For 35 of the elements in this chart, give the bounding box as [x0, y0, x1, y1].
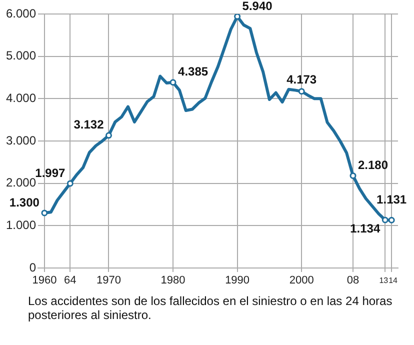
x-tick-label: 1980 — [160, 274, 186, 287]
y-tick-label: 2.000 — [6, 176, 36, 190]
data-label: 1.131 — [376, 192, 407, 206]
data-label: 1.134 — [350, 221, 380, 236]
point — [170, 79, 176, 86]
point — [66, 180, 74, 187]
data-label: 1.997 — [35, 166, 66, 180]
data-label: 2.180 — [358, 158, 388, 172]
data-label: 4.385 — [178, 64, 208, 79]
data-label: 5.940 — [242, 0, 273, 13]
point — [382, 216, 388, 224]
point — [41, 210, 48, 216]
data-label: 1.300 — [9, 195, 40, 210]
x-tick-label: 1970 — [96, 274, 121, 287]
point — [234, 14, 241, 20]
data-label: 3.132 — [74, 118, 104, 132]
x-tick-label: 13 — [379, 276, 389, 286]
x-tick-label: 64 — [64, 274, 76, 287]
point — [350, 172, 356, 179]
data-label: 4.173 — [286, 72, 317, 87]
y-tick-label: 6.000 — [6, 6, 36, 20]
y-tick-label: 4.000 — [6, 90, 36, 105]
text: Los accidentes son de los fallecidos en el siniestro o en las 24 horas posteriores al siniestro. — [28, 294, 394, 322]
y-tick-label: 3.000 — [6, 133, 36, 148]
point — [388, 216, 395, 224]
x-tick-label: 1990 — [225, 274, 250, 287]
x-tick-label: 1960 — [32, 274, 57, 287]
point — [298, 88, 305, 95]
x-tick-label: 08 — [346, 274, 360, 287]
y-tick-label: 5.000 — [6, 48, 36, 63]
y-tick-label: 1.000 — [6, 218, 36, 232]
y-tick-label: 0 — [29, 260, 36, 274]
x-tick-label: 2000 — [289, 274, 314, 287]
point — [105, 132, 112, 139]
x-tick-label: 14 — [388, 276, 398, 286]
